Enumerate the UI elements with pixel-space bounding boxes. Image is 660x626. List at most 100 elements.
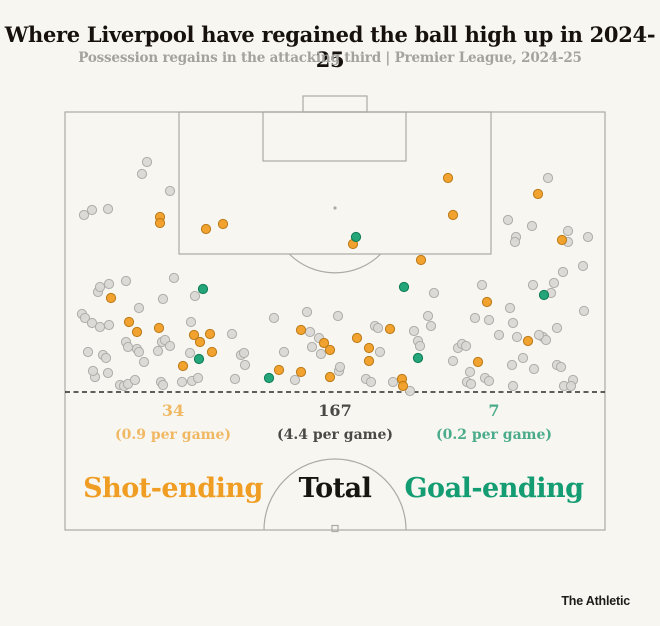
regain-dot-total-other-regains <box>306 341 318 353</box>
regain-dot-shot-ending <box>200 223 212 235</box>
regain-dot-total-other-regains <box>86 204 98 216</box>
regain-dot-total-other-regains <box>526 220 538 232</box>
regain-dot-total-other-regains <box>460 340 472 352</box>
regain-dot-shot-ending <box>442 172 454 184</box>
regain-dot-shot-ending <box>295 366 307 378</box>
regain-dot-total-other-regains <box>164 340 176 352</box>
regain-dot-total-other-regains <box>120 275 132 287</box>
regain-dot-total-other-regains <box>483 375 495 387</box>
the-athletic-wordmark: The Athletic <box>561 594 630 608</box>
regain-dot-goal-ending <box>263 372 275 384</box>
regain-dot-total-other-regains <box>185 316 197 328</box>
penalty-spot <box>333 206 337 210</box>
regain-dot-total-other-regains <box>229 373 241 385</box>
regain-dot-total-other-regains <box>129 374 141 386</box>
goal-ending-label: Goal-ending <box>404 473 584 504</box>
regain-dot-total-other-regains <box>103 278 115 290</box>
regain-dot-total-other-regains <box>408 325 420 337</box>
regain-dot-total-other-regains <box>493 329 505 341</box>
regain-dot-total-other-regains <box>527 279 539 291</box>
regain-dot-total-other-regains <box>226 328 238 340</box>
pitch-lines <box>64 95 606 533</box>
penalty-area <box>178 111 492 255</box>
regain-dot-goal-ending <box>398 281 410 293</box>
regain-dot-total-other-regains <box>176 376 188 388</box>
regain-dot-total-other-regains <box>315 348 327 360</box>
regain-dot-total-other-regains <box>102 203 114 215</box>
regain-dot-total-other-regains <box>102 367 114 379</box>
regain-dot-total-other-regains <box>533 329 545 341</box>
regain-dot-shot-ending <box>397 380 409 392</box>
regain-dot-shot-ending <box>177 360 189 372</box>
regain-dot-shot-ending <box>447 209 459 221</box>
regain-dot-total-other-regains <box>464 366 476 378</box>
regain-dot-total-other-regains <box>278 346 290 358</box>
regain-dot-total-other-regains <box>504 302 516 314</box>
regain-dot-total-other-regains <box>79 312 91 324</box>
regain-dot-total-other-regains <box>122 341 134 353</box>
regain-dot-total-other-regains <box>133 302 145 314</box>
regain-dot-total-other-regains <box>189 290 201 302</box>
shot-ending-value: 34 <box>161 401 185 420</box>
regain-dot-total-other-regains <box>577 260 589 272</box>
regain-dot-total-other-regains <box>507 380 519 392</box>
regain-dot-total-other-regains <box>78 209 90 221</box>
regain-dot-total-other-regains <box>184 347 196 359</box>
regain-dot-total-other-regains <box>469 312 481 324</box>
regain-dot-shot-ending <box>131 326 143 338</box>
penalty-arc <box>288 253 382 274</box>
regain-dot-total-other-regains <box>447 355 459 367</box>
regain-dot-total-other-regains <box>428 287 440 299</box>
regain-dot-total-other-regains <box>238 347 250 359</box>
regain-dot-total-other-regains <box>507 317 519 329</box>
regain-dot-total-other-regains <box>138 356 150 368</box>
regain-dot-total-other-regains <box>136 168 148 180</box>
regain-dot-total-other-regains <box>542 172 554 184</box>
regain-dot-shot-ending <box>204 328 216 340</box>
goal-box <box>302 95 368 113</box>
page-subtitle: Possession regains in the attacking thir… <box>78 50 582 66</box>
total-stat: 167 (4.4 per game) Total <box>235 403 435 504</box>
regain-dot-total-other-regains <box>301 306 313 318</box>
regain-dot-total-other-regains <box>141 156 153 168</box>
regain-dot-total-other-regains <box>562 225 574 237</box>
regain-dot-shot-ending <box>556 234 568 246</box>
center-mark <box>331 524 339 533</box>
regain-dot-total-other-regains <box>332 310 344 322</box>
regain-dot-total-other-regains <box>289 374 301 386</box>
regain-dot-total-other-regains <box>304 326 316 338</box>
regain-dot-goal-ending <box>350 231 362 243</box>
regain-dot-total-other-regains <box>372 322 384 334</box>
regain-dot-total-other-regains <box>168 272 180 284</box>
regain-dot-goal-ending <box>538 289 550 301</box>
shot-ending-label: Shot-ending <box>83 473 263 504</box>
total-per-game: (4.4 per game) <box>276 427 393 443</box>
regain-dot-total-other-regains <box>239 359 251 371</box>
regain-dot-total-other-regains <box>82 346 94 358</box>
regain-dot-shot-ending <box>188 329 200 341</box>
regain-dot-shot-ending <box>217 218 229 230</box>
regain-dot-total-other-regains <box>509 236 521 248</box>
regain-dot-shot-ending <box>532 188 544 200</box>
regain-dot-total-other-regains <box>100 352 112 364</box>
regain-dot-total-other-regains <box>192 372 204 384</box>
regain-dot-shot-ending <box>324 371 336 383</box>
regain-dot-total-other-regains <box>517 352 529 364</box>
regain-dot-total-other-regains <box>465 378 477 390</box>
total-label: Total <box>298 473 372 504</box>
regain-dot-total-other-regains <box>414 340 426 352</box>
regain-dot-total-other-regains <box>425 320 437 332</box>
goal-ending-per-game: (0.2 per game) <box>435 427 552 443</box>
regain-dot-total-other-regains <box>548 277 560 289</box>
regain-dot-shot-ending <box>206 346 218 358</box>
regain-dot-total-other-regains <box>157 293 169 305</box>
regain-dot-shot-ending <box>105 292 117 304</box>
regain-dot-total-other-regains <box>565 380 577 392</box>
regain-dot-shot-ending <box>472 356 484 368</box>
regain-dot-total-other-regains <box>133 346 145 358</box>
regain-dot-total-other-regains <box>387 376 399 388</box>
regain-dot-total-other-regains <box>404 385 416 397</box>
center-circle-arc <box>263 458 407 531</box>
